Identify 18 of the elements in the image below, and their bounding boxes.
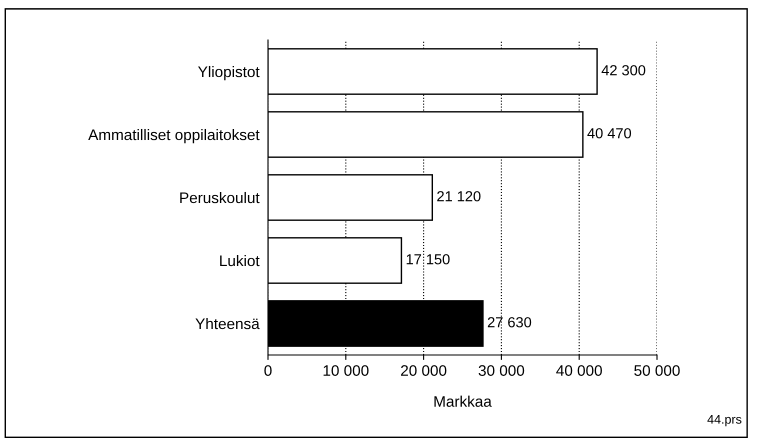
x-tick-label: 50 000 [634, 365, 680, 376]
data-label: 27 630 [488, 317, 532, 328]
x-tick-label: 30 000 [478, 365, 524, 376]
data-label: 42 300 [602, 65, 646, 76]
data-label: 17 150 [406, 254, 450, 264]
y-tick-label: Lukiot [220, 254, 260, 266]
x-tick-label: 20 000 [401, 365, 446, 376]
y-tick-label: Yliopistot [198, 66, 260, 80]
y-tick-label: Yhteensä [195, 318, 260, 330]
x-tick-label: 0 [264, 365, 272, 376]
data-label: 40 470 [587, 128, 632, 138]
x-tick-label: 10 000 [324, 365, 369, 376]
y-tick-label: Ammatilliset oppilaitokset [88, 128, 260, 144]
y-tick-label: Peruskoulut [180, 192, 260, 204]
data-label: 21 120 [437, 191, 481, 202]
text: 44.prs [707, 415, 742, 426]
x-axis-title: Markkaa [434, 396, 492, 407]
x-tick-label: 40 000 [556, 365, 602, 376]
